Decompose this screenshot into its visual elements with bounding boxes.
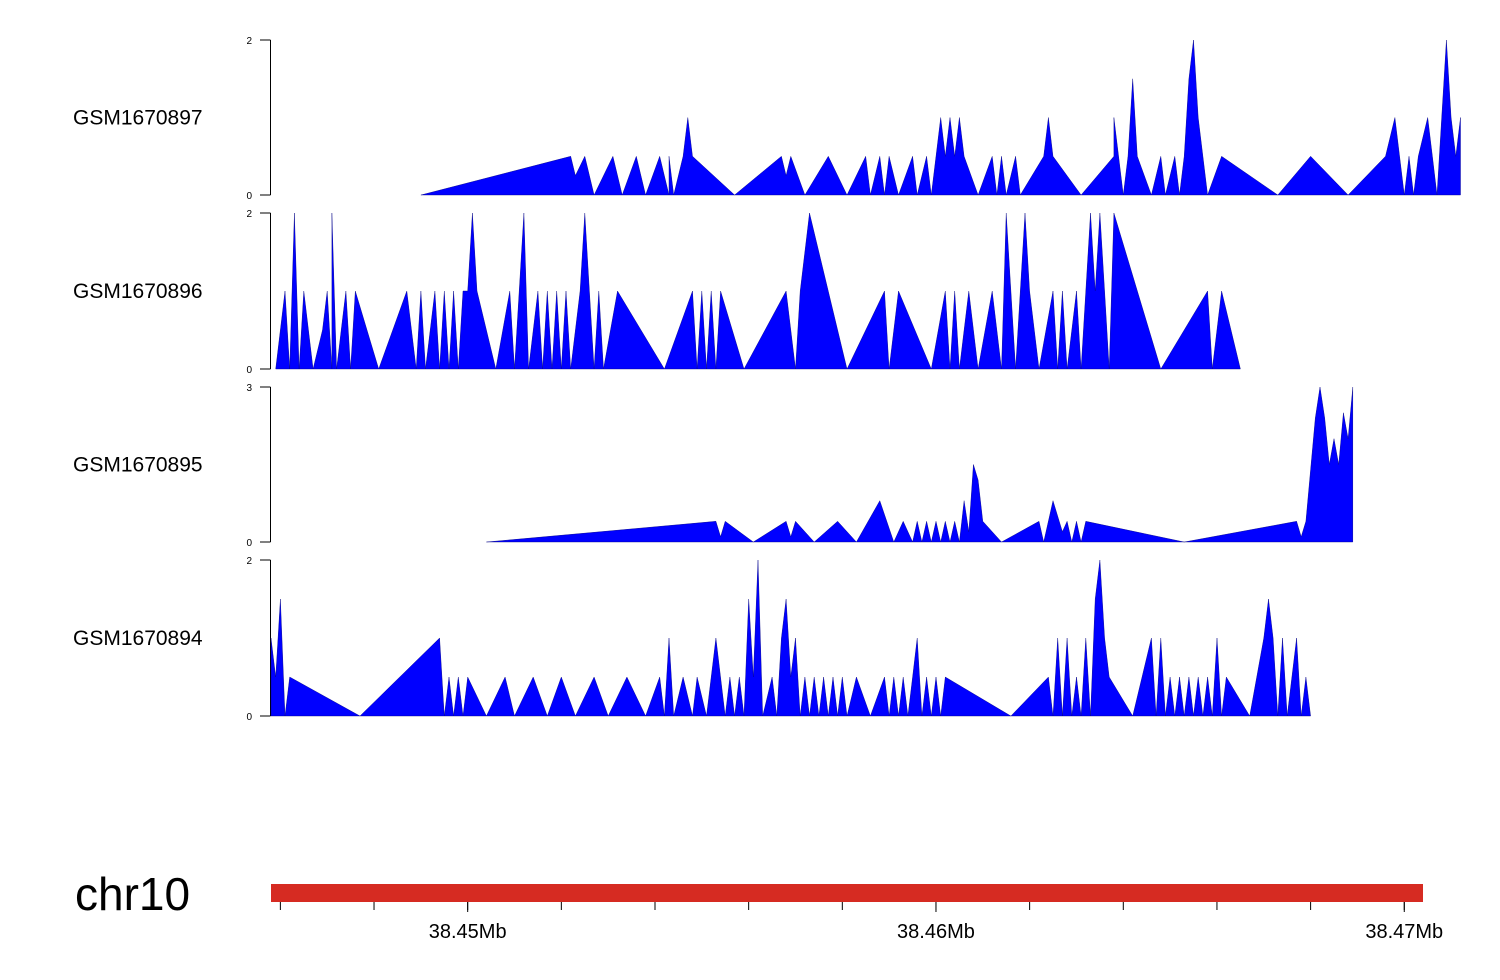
signal-tracks: GSM167089720GSM167089620GSM167089530GSM1… [73,36,1461,723]
chromosome-axis: chr10 38.45Mb 38.46Mb 38.47Mb [75,868,1443,943]
y-tick-label: 0 [246,191,252,202]
track-GSM1670895: GSM1670895 3 0 [73,383,1353,549]
y-tick-label: 3 [246,383,252,394]
y-tick-label: 0 [246,712,252,723]
track-label: GSM1670894 [73,627,203,650]
y-tick-label: 2 [246,36,252,47]
track-label: GSM1670897 [73,107,203,130]
x-tick-label: 38.46Mb [897,921,975,943]
signal-area [270,559,1311,717]
chromosome-label: chr10 [75,868,190,920]
y-tick-label: 2 [246,556,252,567]
chromosome-bar [271,884,1423,902]
y-tick-label: 0 [246,538,252,549]
x-tick-label: 38.47Mb [1365,921,1443,943]
track-GSM1670897: GSM1670897 2 0 [73,36,1461,202]
x-tick-label: 38.45Mb [429,921,507,943]
y-tick-label: 0 [246,365,252,376]
signal-area [420,39,1461,196]
track-label: GSM1670895 [73,454,203,477]
track-GSM1670894: GSM1670894 2 0 [73,556,1311,723]
y-tick-label: 2 [246,209,252,220]
genome-axis-ticks: 38.45Mb 38.46Mb 38.47Mb [279,902,1443,943]
track-GSM1670896: GSM1670896 2 0 [73,209,1241,376]
track-label: GSM1670896 [73,280,203,303]
signal-area [275,212,1241,370]
signal-area [486,386,1353,543]
